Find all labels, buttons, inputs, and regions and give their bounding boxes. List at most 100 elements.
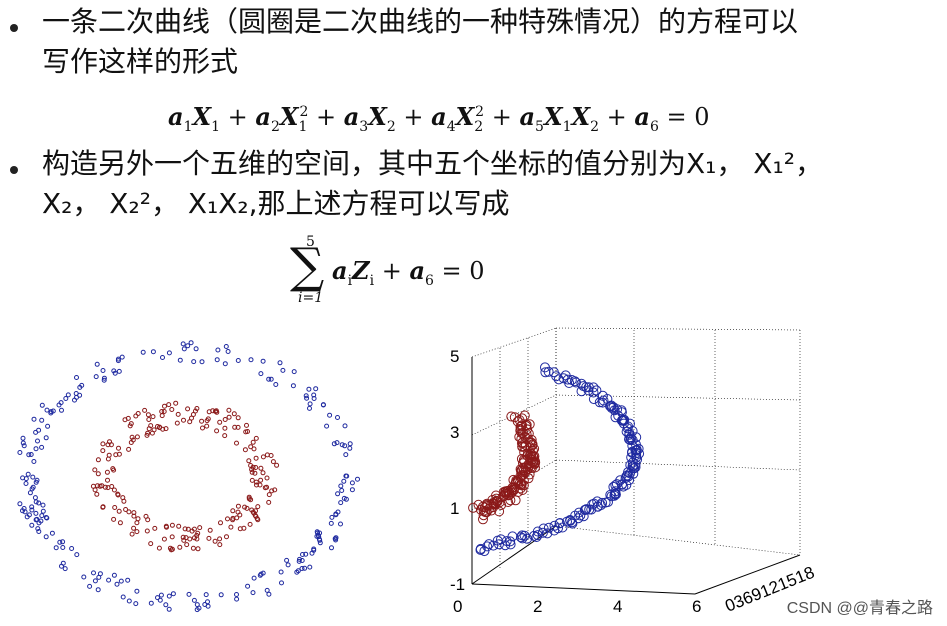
inner-ring-point [224,534,229,540]
outer-ring-point [191,597,197,603]
blue-curve-point [540,362,550,373]
outer-ring-point [163,602,169,608]
outer-ring-point [94,361,100,367]
inner-ring-point [260,454,266,460]
inner-ring-point [228,524,234,530]
inner-ring-point [270,459,276,465]
inner-ring-point [251,446,257,452]
sigma-upper-limit: 5 [306,234,315,250]
outer-ring-point [339,442,345,448]
inner-ring-point [182,526,188,532]
outer-ring-point [115,356,121,362]
inner-ring-point [130,437,136,443]
outer-ring-point [160,355,165,360]
outer-ring-point [303,551,309,557]
inner-ring-point [247,521,253,527]
inner-ring-point [164,524,169,530]
outer-ring-point [334,440,340,446]
inner-ring-point [255,504,261,510]
inner-ring-point [272,487,278,493]
inner-ring-point [111,467,117,473]
blue-curve-point [589,498,599,509]
outer-ring-point [44,407,50,413]
inner-ring-point [218,520,223,526]
outer-ring-point [60,545,66,550]
outer-ring-point [342,423,348,429]
outer-ring-point [225,349,231,354]
outer-ring-point [53,545,59,551]
inner-ring-point [134,520,140,526]
inner-ring-point [187,536,193,542]
equation-2: 5 ∑ i=1 aiZi + a6 = 0 [290,234,510,306]
inner-ring-point [104,469,110,475]
inner-ring-point [100,448,106,454]
outer-ring-point [223,344,229,349]
inner-ring-point [235,415,241,421]
red-curve-point [518,480,529,491]
inner-ring-point [166,402,172,408]
outer-ring-point [248,357,254,363]
blue-curve-point [603,497,613,507]
outer-ring-point [87,583,93,589]
outer-ring-point [277,360,283,366]
outer-ring-point [258,371,264,377]
outer-ring-point [180,341,186,347]
blue-curve-point [538,523,549,534]
outer-ring-point [311,392,317,398]
outer-ring-point [101,377,107,383]
outer-ring-point [36,500,42,506]
outer-ring-point [28,452,34,457]
red-curve-point [526,434,537,445]
outer-ring-point [29,507,35,513]
outer-ring-point [49,530,55,536]
outer-ring-point [65,392,71,398]
outer-ring-point [29,522,35,528]
inner-ring-point [246,458,252,464]
blue-curve-point [549,520,560,531]
inner-ring-point [181,537,187,543]
blue-curve-point [517,530,528,541]
inner-ring-point [199,418,205,424]
inner-ring-point [217,419,223,425]
outer-ring-point [79,382,85,388]
outer-ring-point [245,583,251,589]
inner-ring-point [266,499,272,505]
inner-ring-point [254,482,259,488]
inner-ring-point [128,421,134,427]
outer-ring-point [33,510,39,516]
y-tick-labels: 5 3 1 -1 [450,347,465,594]
outer-ring-point [20,435,26,441]
outer-ring-point [60,539,66,545]
inner-ring-point [195,546,201,552]
inner-ring-point [274,462,280,468]
outer-ring-point [31,416,37,422]
inner-ring-point [242,447,248,453]
inner-ring-point [131,525,137,531]
inner-ring-point [246,494,252,500]
outer-ring-point [57,539,63,545]
inner-ring-point [248,497,254,503]
inner-ring-point [205,416,211,422]
outer-ring-point [30,474,36,480]
blue-curve-point [597,390,608,401]
inner-ring-point [248,444,254,450]
outer-ring-point [234,592,239,597]
blue-curve-point [475,543,486,554]
inner-ring-point [148,541,154,547]
outer-ring-point [133,601,139,607]
outer-ring-point [114,581,120,587]
inner-ring-point [169,407,175,412]
outer-ring-point [134,588,140,594]
inner-ring-point [230,515,236,521]
equation-1: a1X1 + a2X12 + a3X2 + a4X22 + a5X1X2 + a… [168,102,710,135]
outer-ring-point [155,595,160,601]
bullet-2-line-2: X₂， X₂²， X₁X₂,那上述方程可以写成 [42,187,510,220]
outer-ring-point [303,393,309,399]
inner-ring-point [268,453,274,458]
outer-ring-point [56,402,62,408]
outer-ring-point [191,359,197,365]
red-curve-point [525,442,536,453]
inner-ring-point [105,456,111,462]
outer-ring-point [296,558,302,564]
